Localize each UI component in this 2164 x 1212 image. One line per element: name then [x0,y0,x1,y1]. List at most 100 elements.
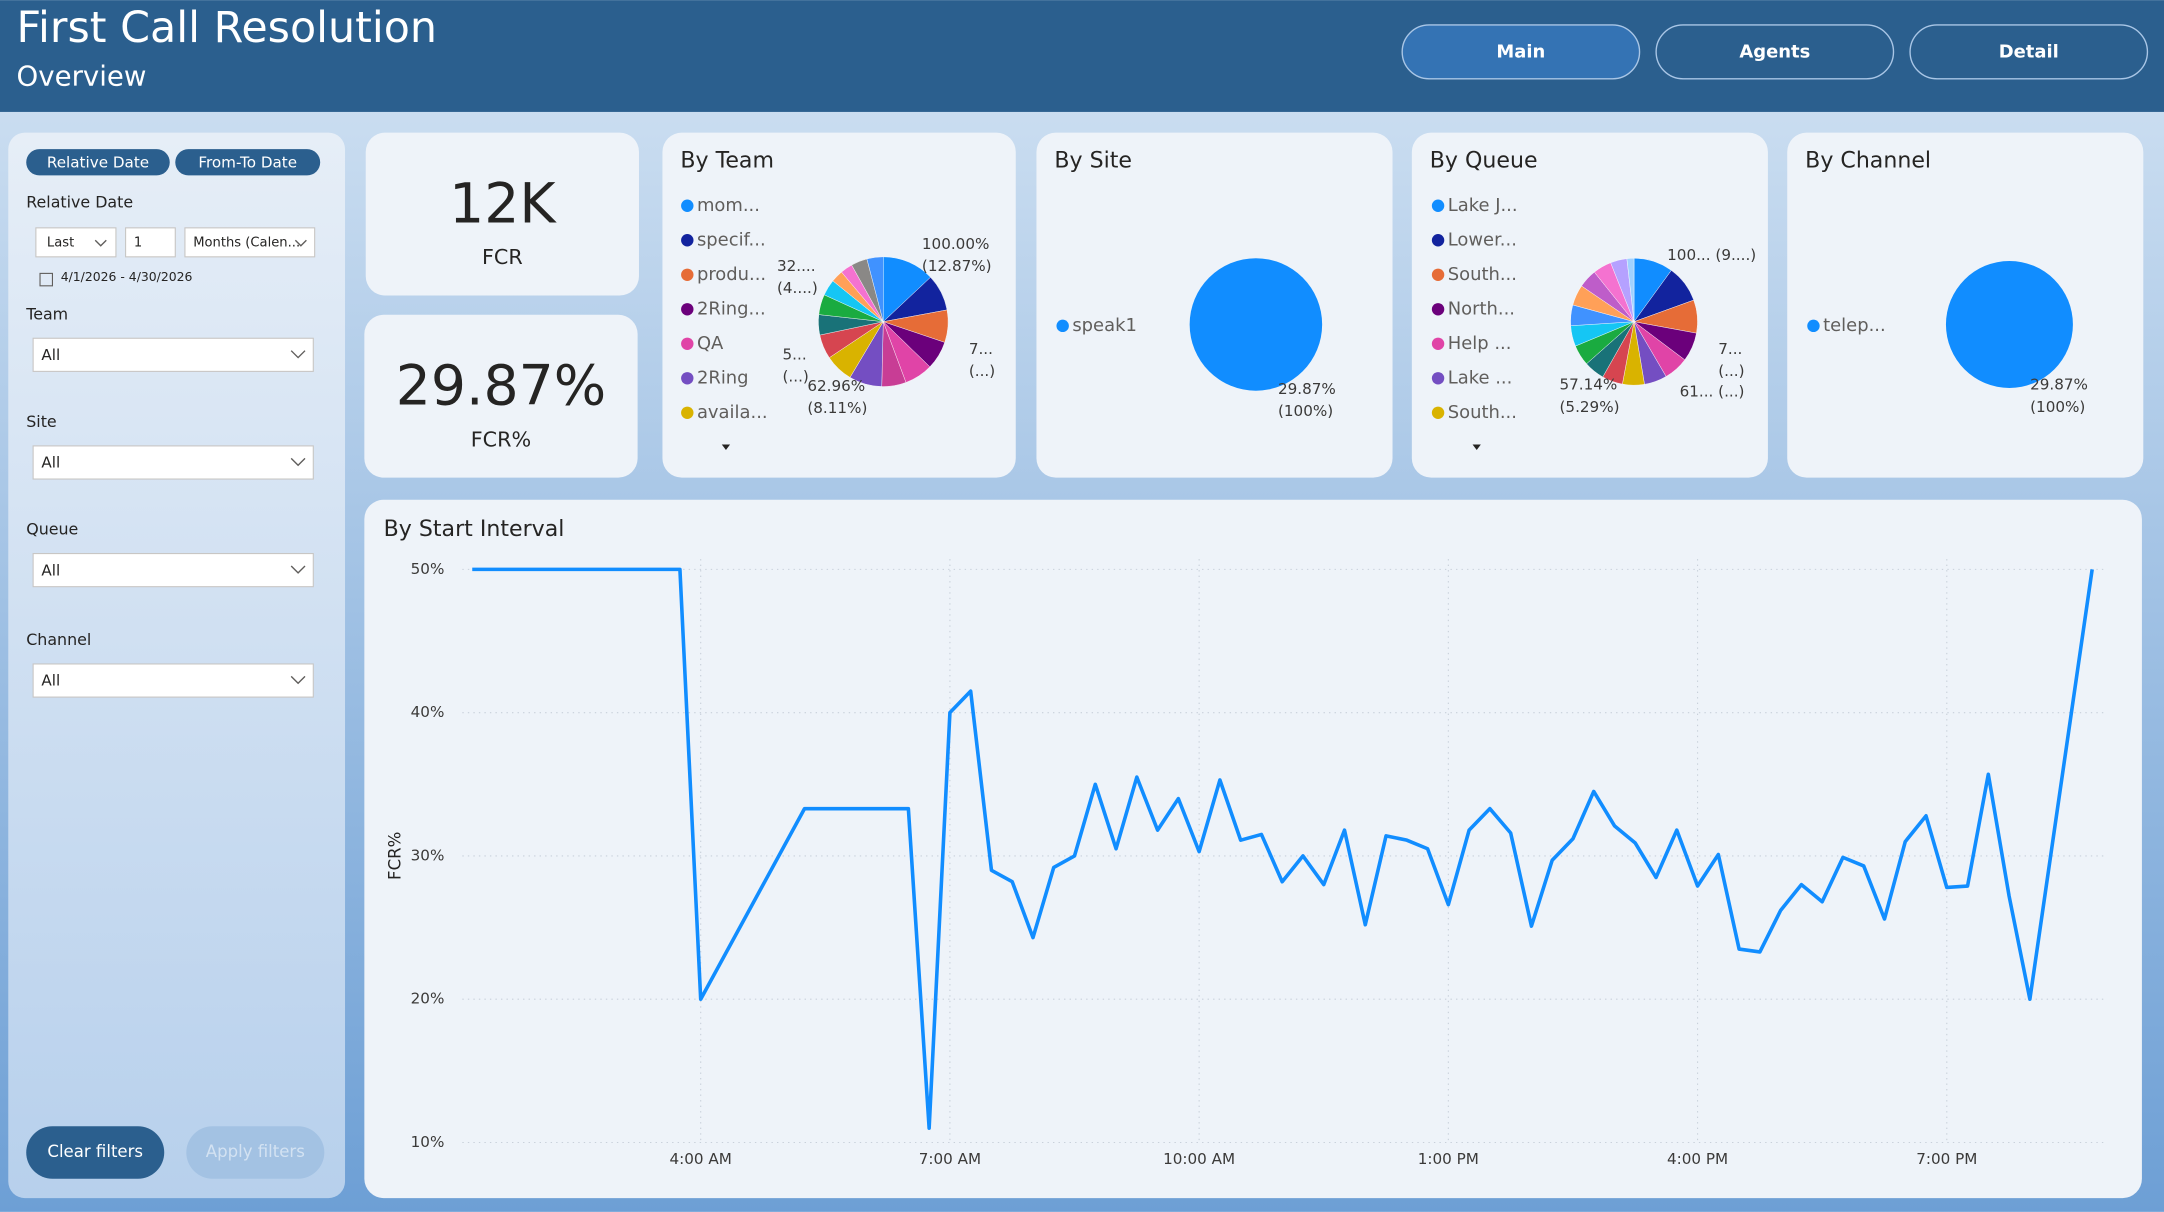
chart-title: By Channel [1805,149,1931,174]
legend-label: Lake ... [1448,367,1513,388]
relative-count-input[interactable] [125,227,176,258]
data-label: (12.87%) [922,257,992,275]
legend-swatch [681,268,694,281]
legend-swatch [1431,303,1445,316]
relative-period-dropdown[interactable] [184,227,316,258]
chart-title: By Site [1054,149,1132,174]
legend-label: 2Ring... [697,298,766,319]
nav-button[interactable] [1655,24,1895,80]
data-label: (100%) [1278,402,1333,420]
legend-more[interactable] [721,444,731,451]
line-chart: 10% 20% 30% 40% 50% 4:00 AM 7:00 AM 10:00 AM 1:0… [411,559,2105,1168]
legend-swatch [681,199,694,212]
data-label: 61... (...) [1680,383,1745,401]
nav-button[interactable] [1909,24,2149,80]
kpi-value: 12K [449,172,557,236]
pie-slice [1626,258,1635,322]
calendar-icon [39,272,53,287]
y-tick-label: 30% [411,846,445,864]
apply-filters-button[interactable] [186,1126,325,1179]
legend-label: North... [1448,298,1515,319]
chevron [290,675,306,685]
x-tick-label: 4:00 PM [1667,1150,1728,1168]
dropdown-value: All [41,346,60,364]
legend-swatch [1431,406,1445,419]
legend-label: availa... [697,402,768,423]
data-label: 100... (9....) [1667,246,1756,264]
data-label: (100%) [2030,398,2085,416]
pie-slice [1945,260,2073,388]
legend-swatch [1431,268,1445,281]
data-label: 62.96% [807,377,865,395]
button-label: Apply filters [206,1142,305,1161]
nav-button[interactable] [1401,24,1641,80]
clear-filters-button[interactable] [26,1126,165,1179]
data-label: (...) [783,367,809,385]
data-label: 5... [783,345,807,363]
legend-label: Help ... [1448,333,1512,354]
line-series [472,567,2094,1130]
chart-title: By Queue [1430,149,1538,174]
date-mode-button[interactable] [26,149,170,176]
legend-swatch [1807,319,1820,333]
legend-swatch [681,406,694,419]
chevron [294,239,307,247]
legend-label: produ... [697,264,766,285]
page-subtitle: Overview [17,59,147,92]
dropdown-value: All [41,561,60,579]
data-label: 29.87% [2030,376,2088,394]
data-label: 7... [969,340,993,358]
filter-label: Channel [26,630,91,649]
data-label: (...) [969,362,995,380]
legend-more[interactable] [1472,444,1481,451]
nav-label: Detail [1999,42,2059,63]
filter-label: Team [25,304,68,323]
data-label: 7... [1718,340,1742,358]
navigation: Main Agents Detail [1401,24,2149,80]
date-mode-label: From-To Date [198,153,297,171]
y-tick-label: 40% [411,703,445,721]
chevron [290,457,306,467]
filter-label: Queue [26,520,78,539]
legend-swatch [1431,337,1445,350]
legend-swatch [681,303,694,316]
dropdown[interactable] [32,553,314,588]
date-mode-button[interactable] [175,149,321,176]
page-title: First Call Resolution [17,3,437,53]
legend-label: specif... [697,229,766,250]
legend-label: South... [1448,264,1517,285]
legend-label: Lake J... [1448,195,1518,216]
data-label: (8.11%) [807,399,867,417]
legend-swatch [1431,372,1445,385]
data-label: 100.00% [922,235,990,253]
chevron [290,565,306,574]
legend-label: Lower... [1448,229,1517,250]
legend-swatch [1056,319,1069,333]
kpi-value: 29.87% [396,354,606,418]
pie-slice [1189,258,1323,391]
legend-label: South... [1448,402,1517,423]
dropdown[interactable] [32,663,314,698]
dropdown[interactable] [32,445,314,480]
legend-label: 2Ring [697,367,749,388]
filter-label: Site [26,412,56,431]
filter-label: Relative Date [26,193,133,212]
y-tick-label: 50% [411,560,445,578]
x-tick-label: 7:00 PM [1916,1150,1977,1168]
kpi-label: FCR [482,245,523,269]
data-label: 29.87% [1278,380,1336,398]
legend-swatch [681,372,694,385]
x-tick-label: 10:00 AM [1163,1150,1235,1168]
pie-slice [866,256,884,322]
data-label: (...) [1718,362,1744,380]
data-label: 57.14% [1560,376,1618,394]
data-label: (5.29%) [1560,398,1620,416]
relative-unit-dropdown[interactable] [35,227,117,258]
pie-charts: By Team mom... specif... produ... 2Ring... QA… [662,132,2144,478]
dropdown[interactable] [32,337,314,372]
relative-value: 1 [134,236,142,251]
dropdown-value: All [41,672,60,690]
x-tick-label: 4:00 AM [670,1150,732,1168]
